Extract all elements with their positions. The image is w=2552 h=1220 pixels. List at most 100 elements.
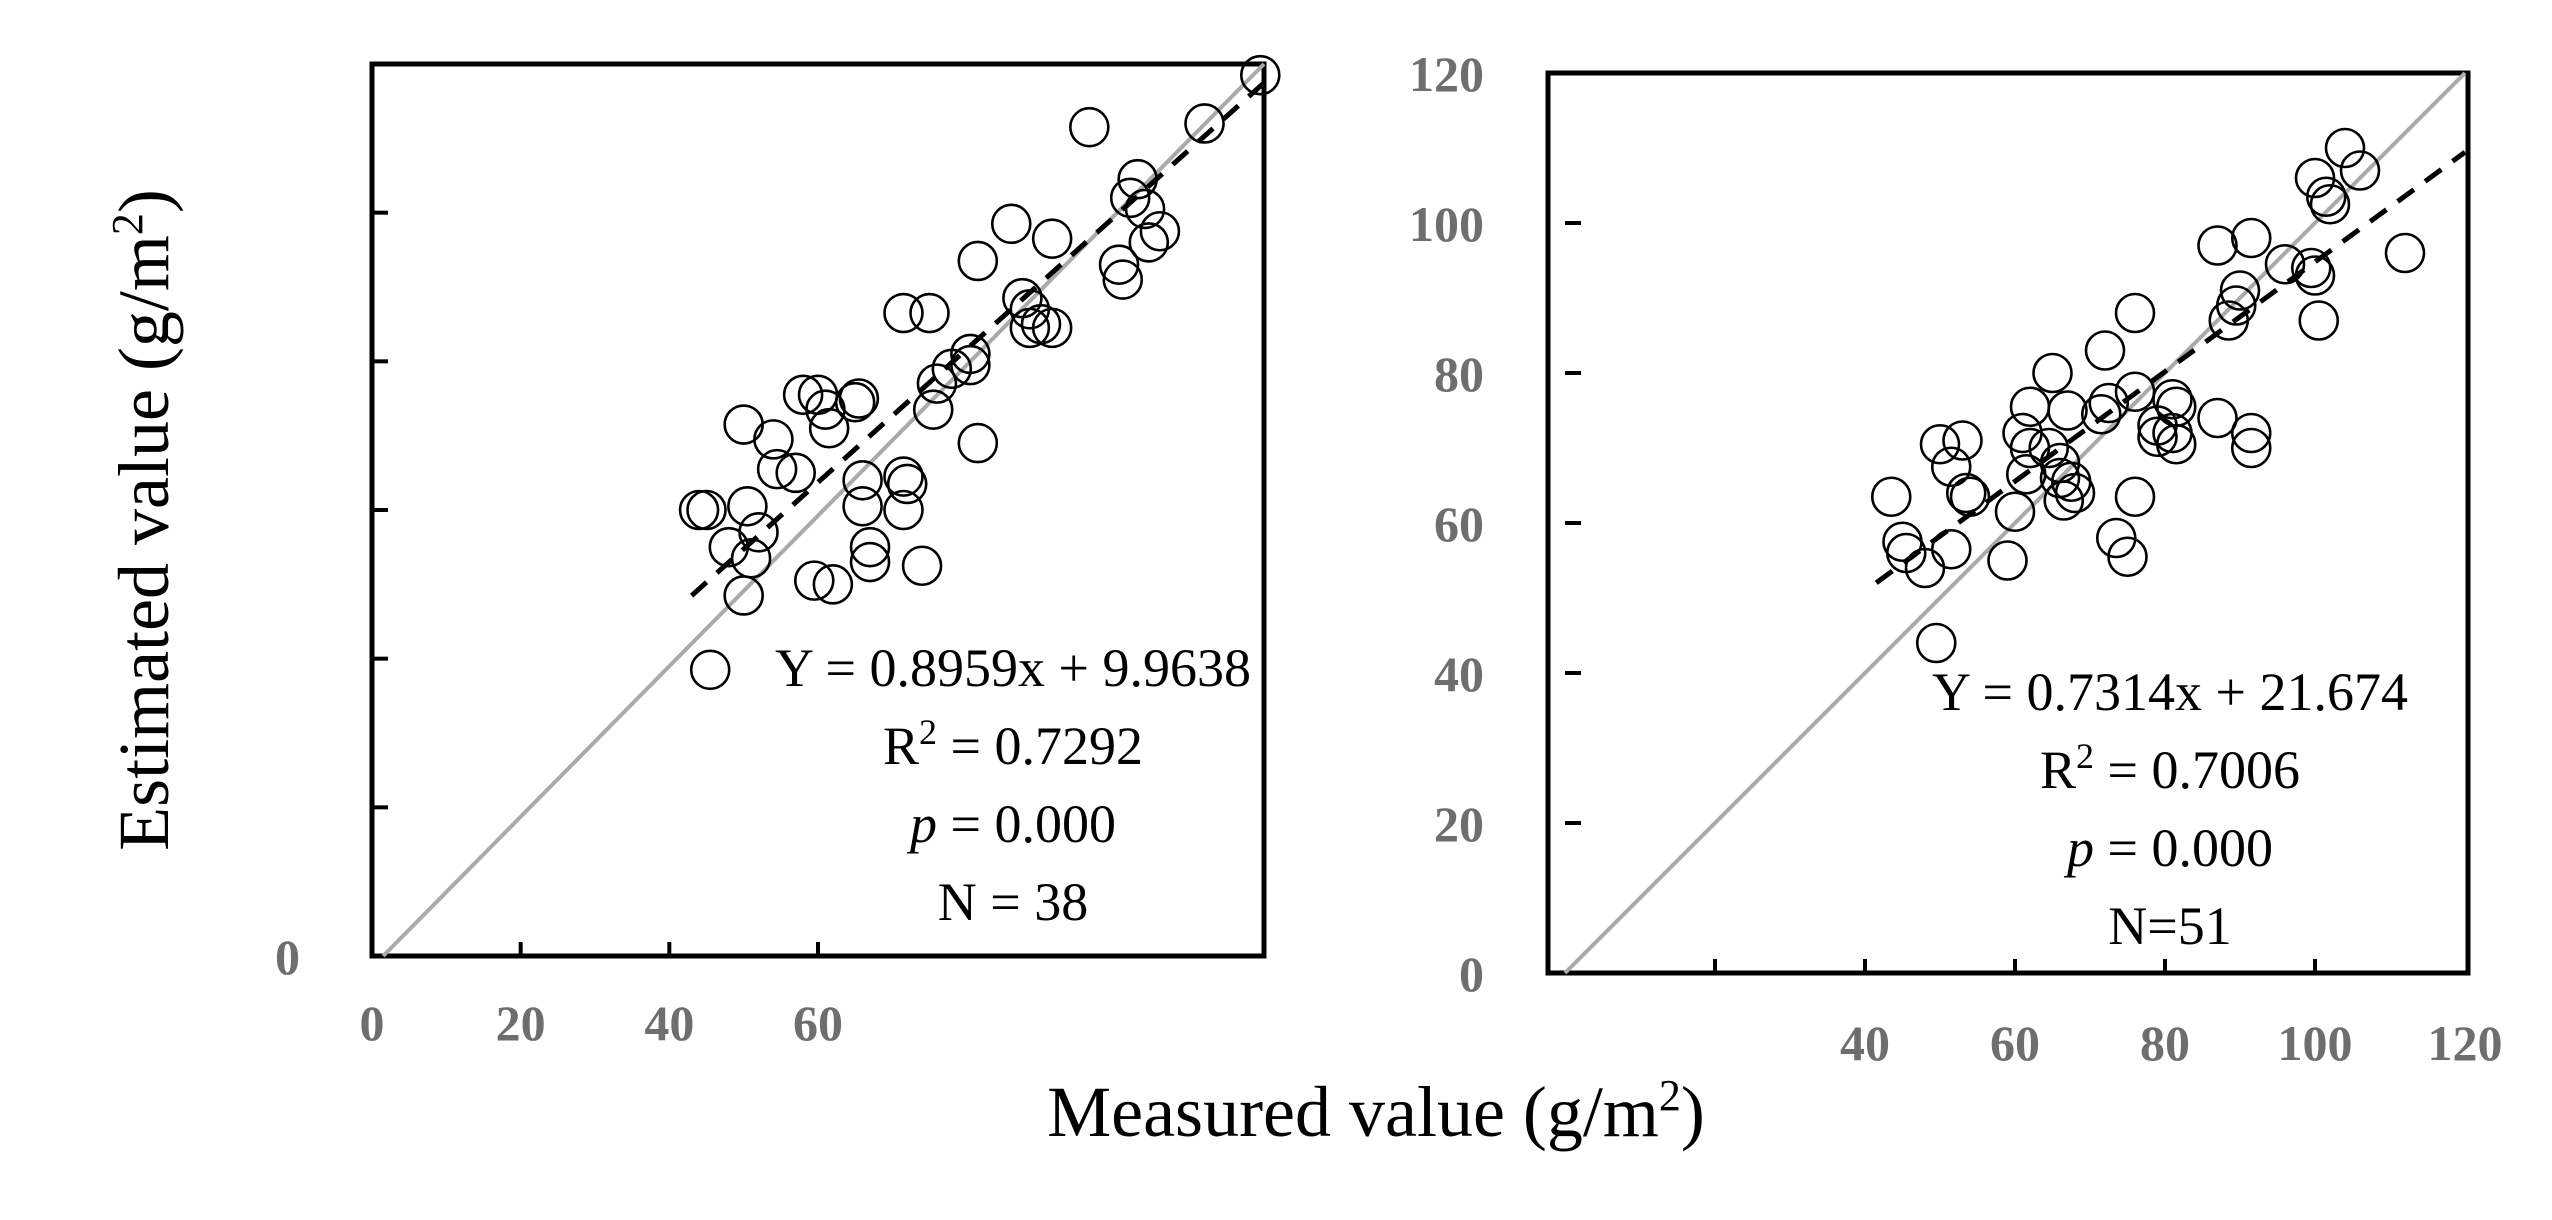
y-tick-label: 80: [1434, 346, 1484, 402]
data-point: [2107, 536, 2148, 578]
data-point: [1942, 420, 1983, 461]
data-point: [834, 381, 876, 423]
data-point: [1239, 54, 1281, 96]
data-point: [1117, 158, 1158, 200]
y-tick-label: 120: [1409, 46, 1484, 102]
left-scatter-panel: 0 20 40 60 0 Y = 0.8959x + 9.9638 R2 = 0.729…: [275, 54, 1281, 1051]
data-point: [782, 374, 824, 416]
data-point: [838, 378, 880, 419]
data-point: [1919, 423, 1961, 465]
left-n-count: N = 38: [938, 872, 1088, 932]
x-tick-label: 60: [793, 995, 843, 1051]
y-tick-label: 60: [1434, 496, 1484, 552]
data-point: [1031, 307, 1073, 349]
x-tick-label: 60: [1990, 1015, 2040, 1071]
x-axis-title: Measured value (g/m2): [1047, 1071, 1705, 1152]
right-data-points: [1870, 127, 2426, 664]
data-point: [753, 419, 794, 460]
data-point: [2088, 382, 2130, 424]
y-tick-label: 20: [1434, 796, 1484, 852]
x-tick-label: 0: [360, 995, 385, 1051]
data-point: [849, 526, 891, 568]
data-point: [1139, 210, 1181, 252]
data-point: [1930, 446, 1972, 488]
data-point: [2197, 397, 2238, 439]
data-point: [1882, 521, 1923, 563]
left-data-points: [678, 54, 1281, 691]
left-p-value: p = 0.000: [906, 794, 1116, 854]
data-point: [916, 363, 958, 404]
data-point: [842, 485, 883, 527]
data-point: [1904, 547, 1946, 589]
y-tick-label: 40: [1434, 646, 1484, 702]
data-point: [2114, 292, 2156, 334]
data-point: [2298, 300, 2340, 341]
data-point: [738, 511, 779, 553]
data-point: [689, 649, 731, 691]
data-point: [883, 489, 924, 531]
data-point: [2028, 427, 2070, 469]
data-point: [931, 348, 973, 390]
data-point: [708, 526, 750, 568]
data-point: [793, 560, 835, 601]
data-point: [2197, 225, 2238, 266]
data-point: [2005, 453, 2047, 495]
data-point: [849, 541, 891, 583]
right-equation: Y = 0.7314x + 21.674: [1932, 662, 2408, 722]
data-point: [2080, 393, 2122, 435]
x-tick-label: 20: [496, 995, 546, 1051]
data-point: [2324, 127, 2366, 169]
data-point: [2309, 183, 2351, 225]
data-point: [2009, 386, 2051, 428]
data-point: [686, 489, 727, 531]
data-point: [842, 459, 883, 501]
x-tick-label: 40: [1840, 1015, 1890, 1071]
x-tick-label: 40: [644, 995, 694, 1051]
data-point: [1128, 222, 1170, 263]
data-point: [1915, 622, 1957, 664]
data-point: [2208, 300, 2250, 341]
data-point: [901, 545, 943, 587]
left-axis-ticks: [372, 210, 820, 956]
data-point: [2264, 243, 2306, 285]
data-point: [2137, 416, 2178, 458]
data-point: [957, 240, 999, 282]
data-point: [1031, 218, 1073, 259]
right-n-count: N=51: [2108, 896, 2231, 956]
left-equation: Y = 0.8959x + 9.9638: [775, 638, 1251, 698]
left-r-squared: R2 = 0.7292: [883, 712, 1143, 776]
data-point: [883, 456, 924, 497]
data-point: [912, 389, 954, 430]
left-annotation: Y = 0.8959x + 9.9638 R2 = 0.7292 p = 0.0…: [775, 638, 1251, 932]
right-tick-labels: 40 60 80 100 120 0 20 40 60 80 100 120: [1409, 46, 2503, 1071]
data-point: [990, 203, 1032, 245]
data-point: [1945, 472, 1987, 514]
data-point: [727, 485, 768, 527]
x-tick-label: 80: [2140, 1015, 2190, 1071]
data-point: [1994, 491, 2036, 533]
left-regression-line: [689, 80, 1266, 598]
data-point: [950, 344, 991, 386]
data-point: [1069, 106, 1110, 148]
data-point: [2047, 390, 2088, 431]
y-tick-label: 100: [1409, 196, 1484, 252]
data-point: [2114, 476, 2156, 518]
x-tick-label: 100: [2278, 1015, 2353, 1071]
right-axis-ticks: [1565, 221, 2317, 973]
data-point: [2219, 270, 2261, 311]
data-point: [2290, 247, 2332, 289]
data-point: [2230, 412, 2272, 454]
data-point: [909, 292, 950, 334]
data-point: [886, 463, 928, 505]
data-point: [1870, 476, 1912, 518]
data-point: [2230, 217, 2272, 259]
data-point: [1109, 177, 1151, 219]
data-point: [1930, 528, 1972, 570]
right-annotation: Y = 0.7314x + 21.674 R2 = 0.7006 p = 0.0…: [1932, 662, 2408, 956]
data-point: [678, 489, 720, 531]
right-one-to-one-line: [1563, 71, 2467, 975]
right-plot-frame: [1545, 70, 2471, 976]
data-point: [1124, 188, 1166, 230]
data-point: [2084, 330, 2126, 371]
